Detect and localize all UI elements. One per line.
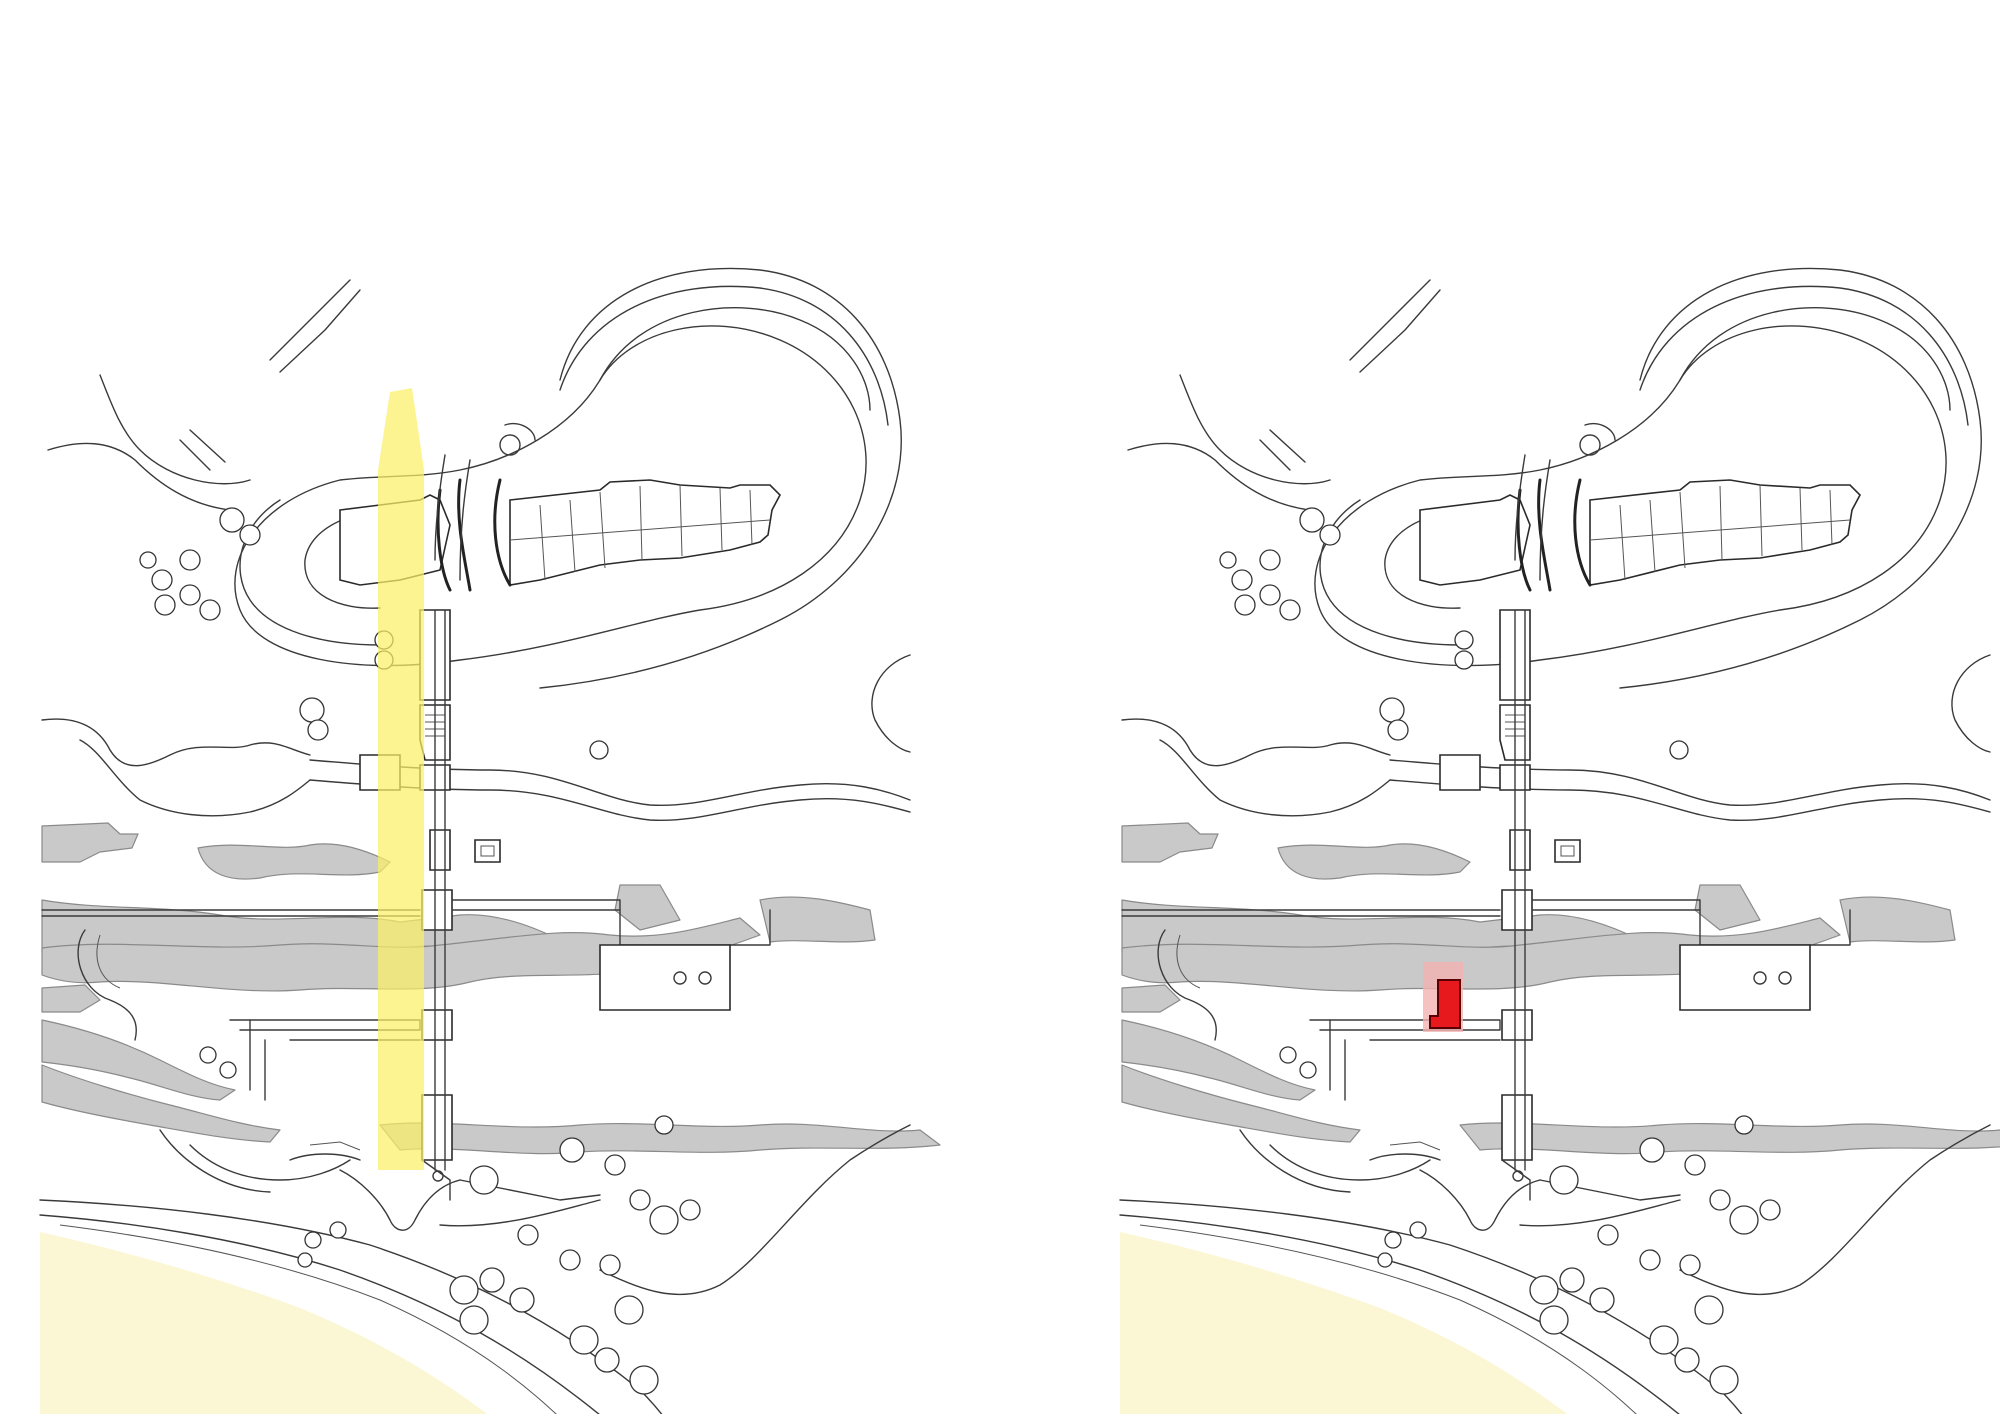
right-plan [1118,266,2000,1414]
axis-highlight [378,470,424,1170]
focus-highlight [1429,979,1461,1029]
left-plan [38,266,942,1414]
axis-highlight-top [378,388,424,470]
